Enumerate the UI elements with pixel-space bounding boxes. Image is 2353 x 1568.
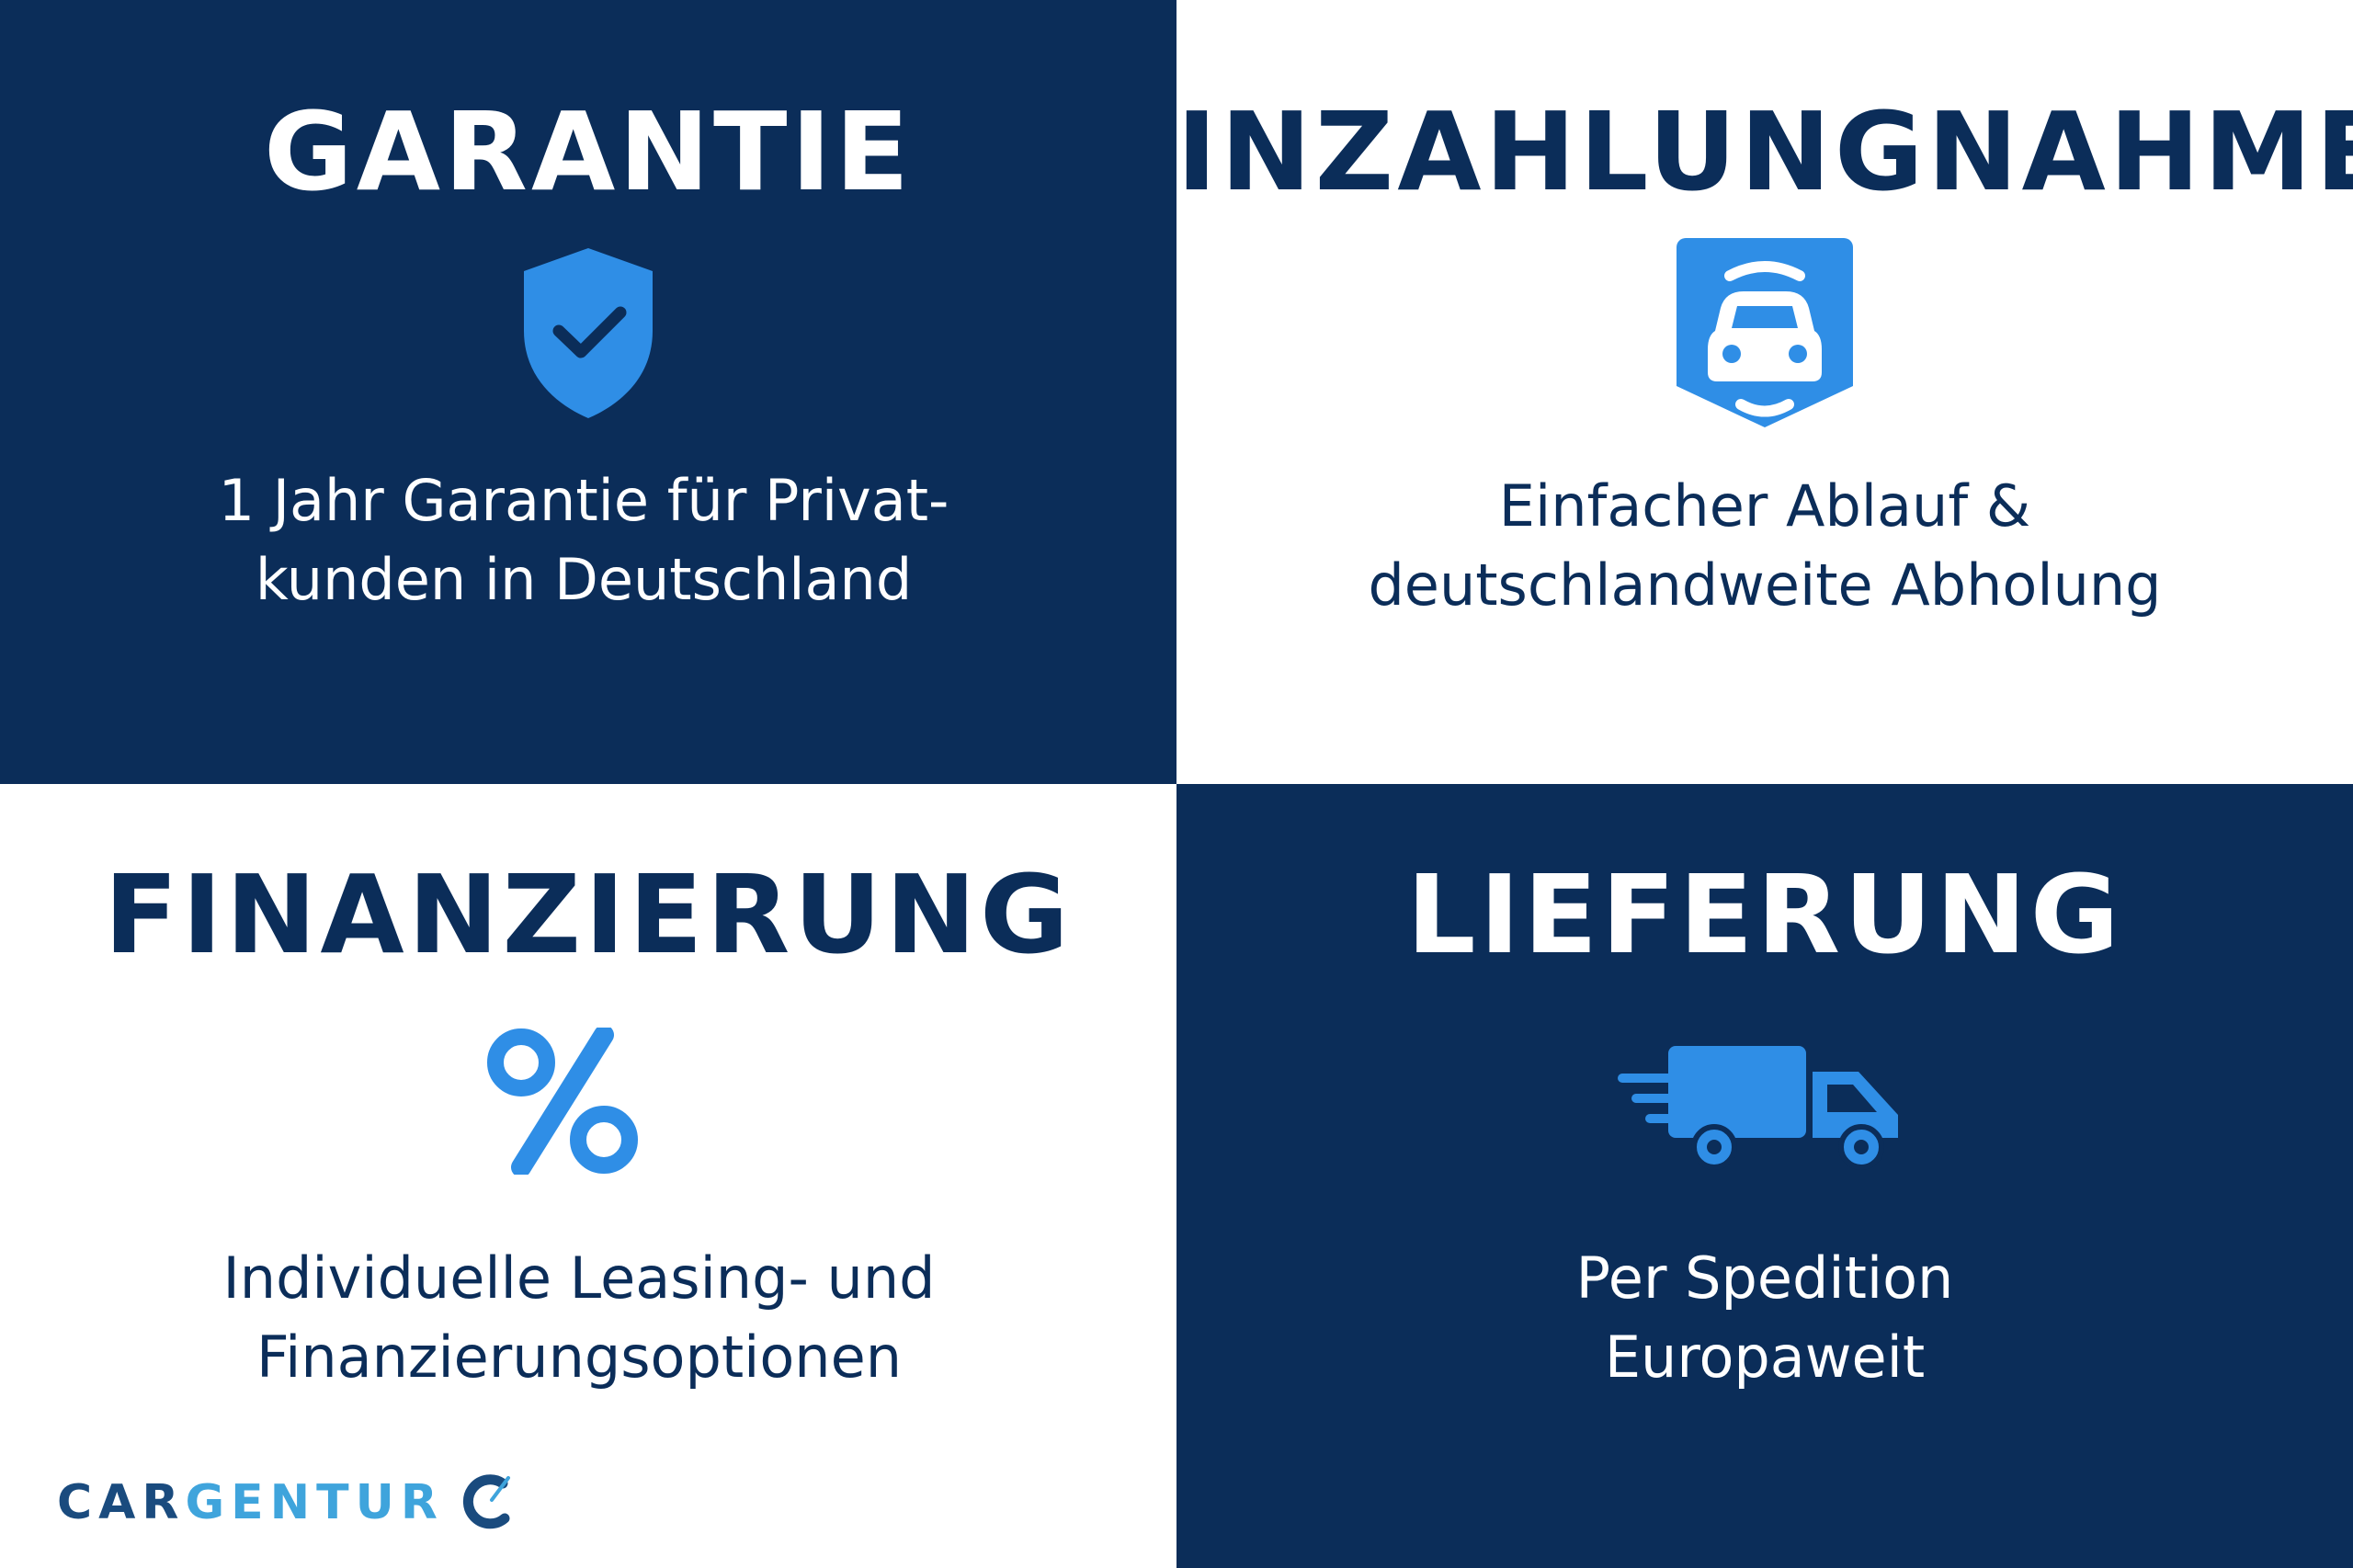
desc-line: Per Spedition <box>1575 1244 1954 1312</box>
tile-lieferung: LIEFERUNG Per Spedition Europaweit <box>1176 784 2353 1568</box>
tile-description: Per Spedition Europaweit <box>1176 1239 2353 1397</box>
logo-part-gentur: GENTUR <box>185 1475 444 1530</box>
desc-line: Finanzierungsoptionen <box>256 1324 903 1391</box>
tile-title: LIEFERUNG <box>1406 851 2123 978</box>
desc-line: Einfacher Ablauf & <box>1498 472 2031 540</box>
tile-title: INZAHLUNGNAHME <box>1176 88 2353 215</box>
car-exchange-icon <box>1675 234 1855 433</box>
shield-check-icon <box>515 244 662 426</box>
logo-part-car: CAR <box>57 1475 186 1530</box>
tile-inzahlungnahme: INZAHLUNGNAHME Einfacher Ablauf & deutsc… <box>1176 0 2353 784</box>
desc-line: deutschlandweite Abholung <box>1368 551 2162 619</box>
desc-line: 1 Jahr Garantie für Privat- <box>218 467 949 534</box>
cargentur-c-icon <box>460 1472 514 1533</box>
cargentur-logo: CARGENTUR <box>57 1472 514 1533</box>
tile-description: Einfacher Ablauf & deutschlandweite Abho… <box>1176 467 2353 625</box>
desc-line: Europaweit <box>1604 1324 1926 1391</box>
desc-line: kunden in Deutschland <box>255 546 913 613</box>
logo-text: CARGENTUR <box>57 1475 444 1530</box>
tile-description: 1 Jahr Garantie für Privat- kunden in De… <box>0 461 1176 619</box>
tile-garantie: GARANTIE 1 Jahr Garantie für Privat- kun… <box>0 0 1176 784</box>
tile-title: GARANTIE <box>263 88 914 215</box>
tile-finanzierung: FINANZIERUNG Individuelle Leasing- und F… <box>0 784 1176 1568</box>
tile-title: FINANZIERUNG <box>104 851 1073 978</box>
tile-description: Individuelle Leasing- und Finanzierungso… <box>0 1239 1176 1397</box>
desc-line: Individuelle Leasing- und <box>222 1244 936 1312</box>
percent-icon <box>484 1025 641 1178</box>
delivery-truck-icon <box>1618 1037 1912 1178</box>
